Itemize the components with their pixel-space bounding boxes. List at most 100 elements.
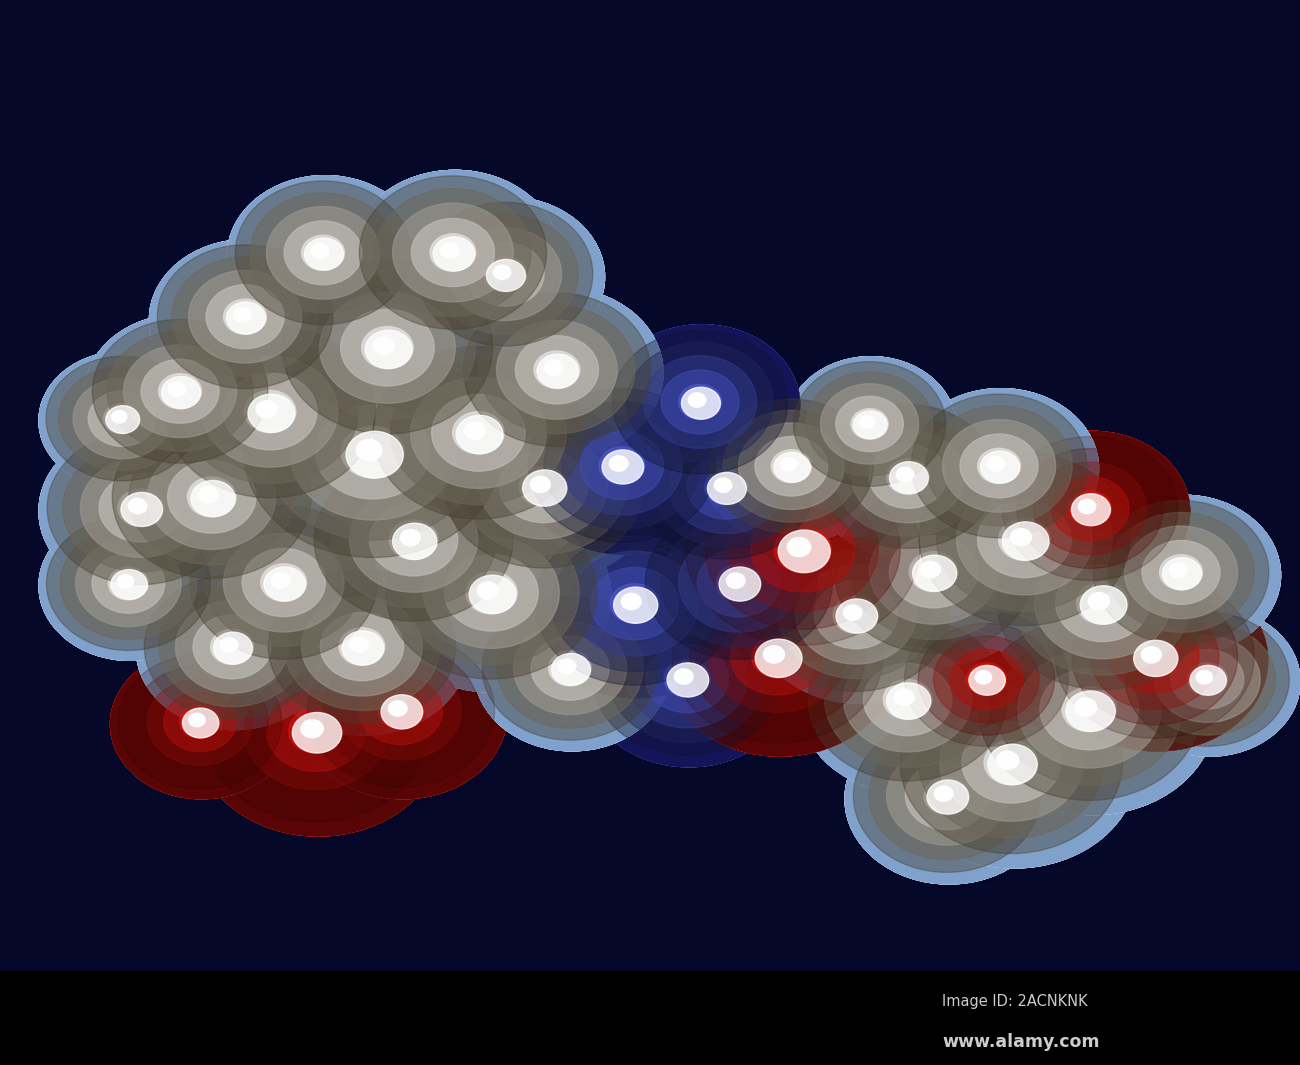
Circle shape — [224, 373, 317, 449]
Circle shape — [585, 596, 793, 767]
Circle shape — [156, 320, 390, 511]
Circle shape — [351, 170, 559, 341]
Circle shape — [910, 447, 1144, 639]
Circle shape — [306, 453, 526, 634]
Circle shape — [903, 389, 1098, 548]
Circle shape — [283, 583, 439, 710]
Circle shape — [195, 634, 442, 836]
Circle shape — [39, 511, 221, 660]
Circle shape — [273, 256, 507, 447]
Circle shape — [306, 453, 526, 634]
Circle shape — [317, 732, 350, 758]
Circle shape — [994, 431, 1190, 591]
Circle shape — [84, 314, 280, 474]
Circle shape — [786, 357, 956, 495]
Circle shape — [306, 453, 526, 634]
Circle shape — [845, 714, 1053, 884]
Circle shape — [585, 596, 793, 767]
Circle shape — [39, 426, 247, 596]
Circle shape — [688, 393, 706, 407]
Circle shape — [474, 591, 670, 751]
Circle shape — [341, 309, 434, 386]
Circle shape — [526, 517, 747, 698]
Circle shape — [39, 426, 247, 596]
Circle shape — [857, 616, 884, 637]
Circle shape — [410, 197, 604, 357]
Circle shape — [474, 591, 670, 751]
Circle shape — [436, 399, 656, 580]
Circle shape — [774, 453, 810, 482]
Circle shape — [520, 383, 728, 554]
Circle shape — [968, 612, 1216, 815]
Circle shape — [156, 320, 390, 511]
Circle shape — [364, 341, 598, 532]
Circle shape — [968, 612, 1216, 815]
Circle shape — [299, 628, 507, 799]
Circle shape — [104, 410, 325, 591]
Circle shape — [234, 341, 520, 575]
Circle shape — [676, 447, 936, 660]
Circle shape — [826, 485, 1046, 666]
Circle shape — [826, 485, 1046, 666]
Circle shape — [455, 288, 663, 458]
Circle shape — [410, 197, 604, 357]
Circle shape — [364, 341, 598, 532]
Circle shape — [526, 517, 747, 698]
Circle shape — [545, 360, 563, 375]
Circle shape — [39, 426, 247, 596]
Circle shape — [968, 612, 1216, 815]
Circle shape — [988, 511, 1222, 703]
Circle shape — [891, 666, 1138, 868]
Circle shape — [585, 596, 793, 767]
Circle shape — [988, 511, 1222, 703]
Circle shape — [156, 320, 390, 511]
Circle shape — [424, 537, 559, 649]
Circle shape — [104, 410, 325, 591]
Circle shape — [39, 511, 221, 660]
Circle shape — [39, 511, 221, 660]
Circle shape — [260, 564, 468, 735]
Circle shape — [227, 176, 422, 335]
Circle shape — [786, 357, 956, 495]
Circle shape — [630, 410, 826, 570]
Circle shape — [681, 388, 720, 420]
Circle shape — [136, 570, 332, 730]
Circle shape — [910, 447, 1144, 639]
Circle shape — [39, 351, 208, 490]
Circle shape — [364, 341, 598, 532]
Circle shape — [988, 511, 1222, 703]
Circle shape — [260, 564, 468, 735]
Circle shape — [182, 501, 390, 671]
Circle shape — [870, 519, 997, 624]
Circle shape — [1118, 607, 1300, 756]
Circle shape — [910, 447, 1144, 639]
Circle shape — [845, 714, 1053, 884]
Circle shape — [136, 570, 332, 730]
Circle shape — [702, 394, 884, 543]
Circle shape — [754, 532, 962, 703]
Circle shape — [474, 591, 670, 751]
Circle shape — [604, 325, 800, 485]
Circle shape — [39, 426, 247, 596]
Circle shape — [903, 389, 1098, 548]
Circle shape — [604, 325, 800, 485]
Circle shape — [391, 361, 567, 505]
Circle shape — [136, 570, 332, 730]
Circle shape — [260, 564, 468, 735]
Circle shape — [410, 197, 604, 357]
Circle shape — [887, 747, 1008, 846]
Circle shape — [150, 240, 344, 399]
Circle shape — [227, 176, 422, 335]
Circle shape — [84, 314, 280, 474]
Circle shape — [826, 485, 1046, 666]
Circle shape — [1046, 570, 1268, 751]
Circle shape — [136, 570, 332, 730]
Circle shape — [464, 422, 485, 440]
Circle shape — [988, 511, 1222, 703]
Circle shape — [346, 431, 403, 478]
Circle shape — [39, 426, 247, 596]
Circle shape — [195, 634, 442, 836]
Circle shape — [410, 197, 604, 357]
Circle shape — [234, 341, 520, 575]
Circle shape — [39, 351, 208, 490]
